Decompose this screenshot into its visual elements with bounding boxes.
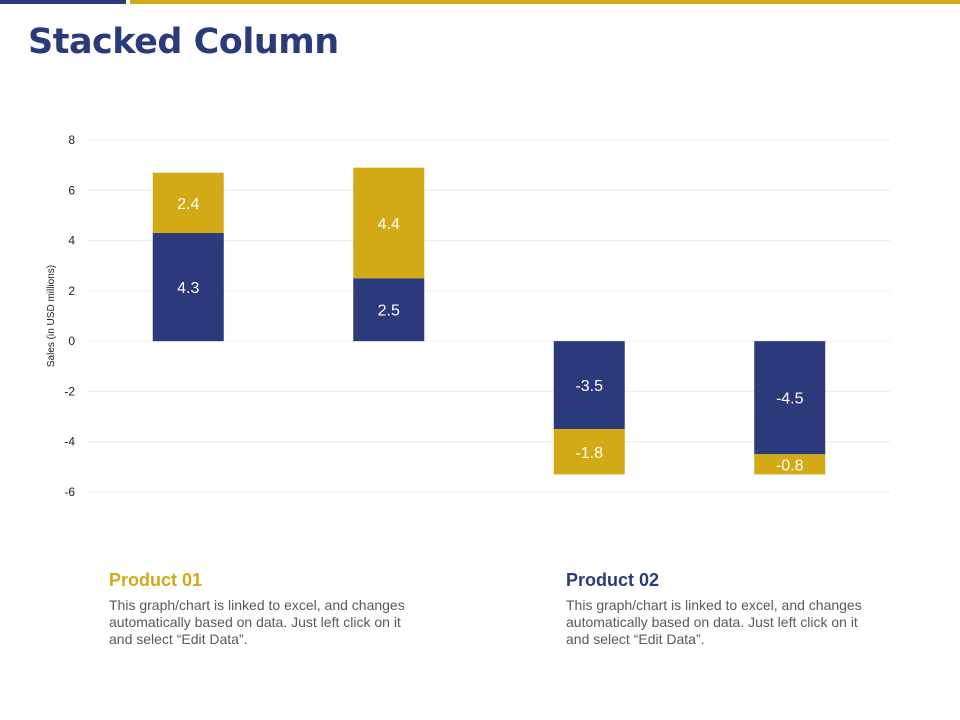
y-tick-label: -2 xyxy=(64,384,75,398)
data-label: -1.8 xyxy=(575,445,603,462)
bar-segment xyxy=(152,233,224,342)
product-02-text: This graph/chart is linked to excel, and… xyxy=(566,597,862,647)
product-01-text: This graph/chart is linked to excel, and… xyxy=(109,597,405,647)
bar-segment xyxy=(553,429,625,475)
product-01-description: Product 01 This graph/chart is linked to… xyxy=(109,570,409,648)
bar-segment xyxy=(553,341,625,430)
data-label: 4.4 xyxy=(378,216,400,233)
y-tick-label: -4 xyxy=(64,435,75,449)
page-title: Stacked Column xyxy=(28,22,339,62)
product-02-heading: Product 02 xyxy=(566,570,660,590)
y-tick-label: 4 xyxy=(68,234,75,248)
bar-segment xyxy=(353,278,425,342)
product-01-heading: Product 01 xyxy=(109,570,203,590)
data-label: 2.4 xyxy=(177,196,199,213)
stacked-column-chart: 8 6 4 2 0 -2 -4 -6 Sales (in USD millions) 4.3 2.4… xyxy=(46,133,890,499)
data-label: -3.5 xyxy=(575,378,603,395)
data-label: 4.3 xyxy=(177,280,199,297)
y-tick-label: 8 xyxy=(68,133,75,147)
top-accent-bar-right xyxy=(130,0,960,4)
bar-segment xyxy=(353,167,425,279)
bar-segment xyxy=(754,454,826,475)
top-accent-bar-left xyxy=(0,0,126,4)
data-label: 2.5 xyxy=(378,303,400,320)
data-label: -0.8 xyxy=(776,457,804,474)
y-axis-label: Sales (in USD millions) xyxy=(46,265,57,367)
y-tick-label: 6 xyxy=(68,183,75,197)
y-tick-label: 0 xyxy=(68,334,75,348)
bar-segment xyxy=(754,341,826,455)
data-label: -4.5 xyxy=(776,391,804,408)
product-02-description: Product 02 This graph/chart is linked to… xyxy=(566,570,866,648)
bar-segment xyxy=(152,172,224,234)
y-tick-label: 2 xyxy=(68,284,75,298)
y-tick-label: -6 xyxy=(64,485,75,499)
